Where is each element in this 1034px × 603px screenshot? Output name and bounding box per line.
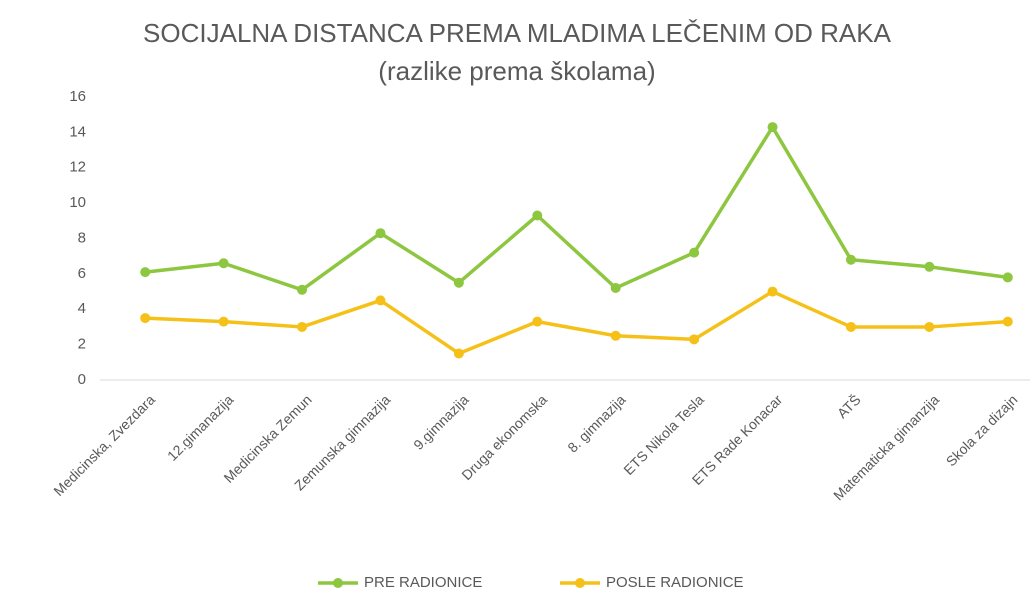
- point: [767, 122, 778, 133]
- point: [1002, 316, 1013, 327]
- chart-subtitle: (razlike prema školama): [378, 56, 655, 86]
- point: [532, 210, 543, 221]
- x-tick-label: 12.gimanazija: [164, 391, 237, 464]
- x-tick-label: ETS Nikola Tesla: [620, 391, 707, 478]
- point: [297, 321, 308, 332]
- x-tick-label: Druga ekonomska: [458, 391, 550, 483]
- point: [375, 295, 386, 306]
- point: [610, 330, 621, 341]
- point: [375, 228, 386, 239]
- point: [140, 267, 151, 278]
- x-tick-label: Skola za dizajn: [943, 391, 1021, 469]
- legend-marker: [333, 578, 343, 588]
- y-tick-label: 12: [69, 159, 86, 176]
- point: [924, 261, 935, 272]
- y-tick-label: 8: [78, 229, 86, 246]
- x-tick-label: 8. gimnazija: [564, 391, 628, 455]
- legend-label: POSLE RADIONICE: [606, 574, 744, 591]
- point: [689, 334, 700, 345]
- legend-marker: [575, 578, 585, 588]
- chart-title: SOCIJALNA DISTANCA PREMA MLADIMA LEČENIM…: [143, 18, 892, 48]
- y-tick-label: 16: [69, 88, 86, 105]
- point: [218, 316, 229, 327]
- point: [297, 284, 308, 295]
- y-tick-label: 2: [78, 336, 86, 353]
- point: [767, 286, 778, 297]
- point: [453, 277, 464, 288]
- point: [689, 247, 700, 258]
- y-tick-label: 6: [78, 265, 86, 282]
- x-tick-label: 9.gimnazija: [410, 391, 472, 453]
- point: [140, 313, 151, 324]
- point: [218, 258, 229, 269]
- point: [845, 321, 856, 332]
- x-tick-label: Medicinska, Zvezdara: [50, 391, 158, 499]
- y-tick-label: 10: [69, 194, 86, 211]
- series-line: [145, 289, 1008, 356]
- point: [453, 348, 464, 359]
- x-tick-label: ATŠ: [834, 391, 864, 421]
- series-line: [145, 125, 1009, 292]
- point: [1002, 272, 1013, 283]
- point: [845, 254, 856, 265]
- y-tick-label: 0: [78, 371, 86, 388]
- legend-label: PRE RADIONICE: [364, 574, 482, 591]
- point: [924, 321, 935, 332]
- point: [532, 316, 543, 327]
- y-tick-label: 4: [78, 300, 86, 317]
- point: [610, 283, 621, 294]
- y-tick-label: 14: [69, 123, 86, 140]
